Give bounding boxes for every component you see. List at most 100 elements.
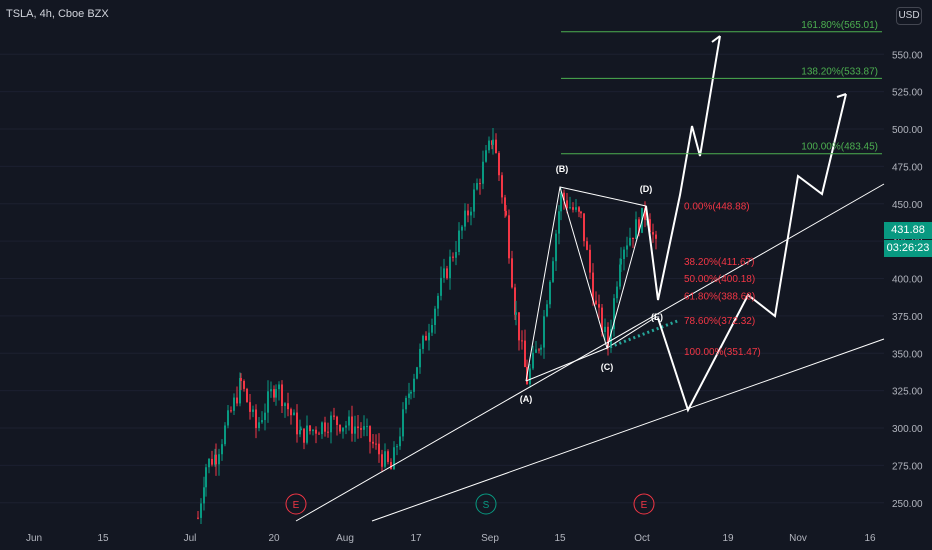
triangle-base [525,316,657,382]
wave-labels: (A) (B) (C) (D) (E) [520,164,663,404]
candle-body [384,451,386,467]
price-tick-label: 400.00 [892,275,923,286]
candle-body [629,237,631,246]
candle-body [492,139,494,145]
candle-body [419,348,421,368]
time-axis: Jun 15 Jul 20 Aug 17 Sep 15 Oct 19 Nov 16 [26,533,876,544]
candle-body [230,410,232,412]
candle-body [638,219,640,233]
candle-body [601,307,603,333]
wave-label: (E) [651,312,663,322]
candle-body [416,367,418,379]
candle-body [366,426,368,428]
candle-body [296,412,298,435]
candle-body [572,207,574,210]
candle-body [546,304,548,317]
candle-body [467,210,469,216]
candle-body [632,237,634,240]
candle-body [246,388,248,403]
bar-countdown-tag: 03:26:23 [884,239,932,257]
candle-body [375,443,377,445]
candle-body [396,446,398,448]
candle-body [440,277,442,296]
time-tick-label: 20 [268,533,280,544]
candle-body [390,461,392,470]
candle-body [227,410,229,426]
candle-body [342,427,344,432]
candle-body [592,272,594,301]
time-tick-label: 17 [410,533,422,544]
candle-body [408,393,410,398]
last-price-tag: 431.88 [884,221,932,239]
currency-button[interactable]: USD [896,7,922,25]
candle-body [626,245,628,250]
candle-body [515,312,517,315]
wave-label: (B) [556,164,569,174]
candle-body [563,192,565,201]
candle-body [273,389,275,398]
candle-body [239,377,241,404]
candle-body [619,264,621,287]
candle-body [505,210,507,216]
candle-body [348,416,350,426]
bull-path-1 [645,35,721,301]
fib-retracement-label: 100.00%(351.47) [684,347,761,358]
candle-body [306,425,308,443]
candle-body [211,458,213,465]
time-tick-label: Jul [184,533,197,544]
candle-body [464,210,466,227]
price-tick-label: 500.00 [892,125,923,136]
price-tick-label: 375.00 [892,312,923,323]
candle-body [543,316,545,348]
candle-body [327,431,329,433]
candle-body [595,300,597,305]
candle-body [281,384,283,407]
candle-body [552,261,554,282]
candle-body [363,426,365,430]
candle-body [598,304,600,308]
candle-body [566,200,568,209]
event-marker [475,493,497,515]
candle-body [488,140,490,151]
candle-body [578,207,580,212]
candle-body [318,433,320,435]
candle-body [560,192,562,212]
candle-body [378,443,380,455]
candle-body [458,230,460,252]
candle-body [479,183,481,185]
time-tick-label: Jun [26,533,42,544]
candle-body [345,425,347,428]
event-marker-label: E [293,500,300,511]
candle-body [324,422,326,432]
candle-body [514,287,516,315]
event-marker [285,493,307,515]
upper-trendline [295,183,885,522]
candle-body [540,347,542,350]
candle-body [410,391,412,394]
candle-body [485,150,487,162]
candle-body [555,233,557,262]
candle-body [240,377,242,381]
fib-retracement-label: 38.20%(411.67) [684,257,754,268]
candle-body [203,487,205,504]
candle-body [336,416,338,425]
candle-body [258,422,260,429]
candle-body [501,175,503,198]
candle-body [428,332,430,341]
time-tick-label: 15 [554,533,566,544]
candle-body [518,312,520,341]
candle-body [476,183,478,190]
candle-body [511,258,513,288]
candle-body [255,409,257,429]
candle-body [455,251,457,258]
time-tick-label: Sep [481,533,499,544]
fib-retracement-label: 61.80%(388.68) [684,291,755,302]
fib-extension-label: 100.00%(483.45) [801,142,878,153]
candle-body [339,424,341,432]
candle-body [351,416,353,434]
time-tick-label: 16 [864,533,876,544]
candle-body [309,425,311,432]
candle-body [312,429,314,432]
candle-body [524,340,526,368]
